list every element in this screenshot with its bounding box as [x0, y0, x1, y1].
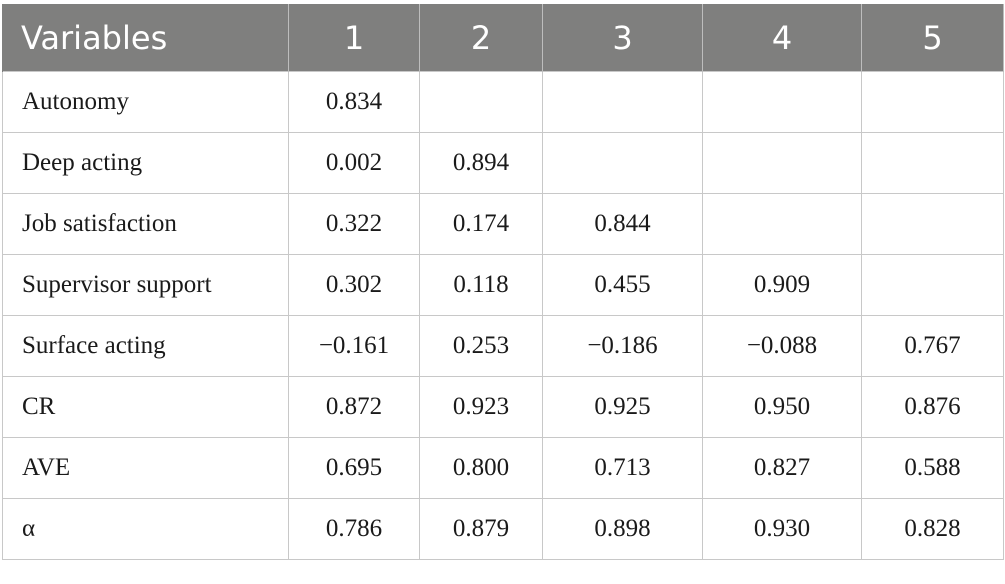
table-cell: 0.844: [542, 193, 703, 255]
table-cell: 0.800: [419, 437, 543, 499]
table-cell: 0.898: [542, 498, 703, 560]
table-row: Autonomy 0.834: [2, 71, 1004, 133]
table-cell: [861, 71, 1004, 133]
table-row: Job satisfaction 0.322 0.174 0.844: [2, 193, 1004, 255]
table-cell: 0.872: [288, 376, 420, 438]
table-cell: 0.925: [542, 376, 703, 438]
table-cell: 0.828: [861, 498, 1004, 560]
table-cell: 0.827: [702, 437, 862, 499]
table-cell: [542, 71, 703, 133]
table-cell: 0.302: [288, 254, 420, 316]
table-cell: 0.930: [702, 498, 862, 560]
table-cell: −0.161: [288, 315, 420, 377]
table-cell: 0.002: [288, 132, 420, 194]
table-row: CR 0.872 0.923 0.925 0.950 0.876: [2, 376, 1004, 438]
header-col-3: 3: [542, 4, 703, 72]
table-cell: 0.695: [288, 437, 420, 499]
table-cell: [861, 193, 1004, 255]
table-cell: [861, 254, 1004, 316]
table-cell: 0.767: [861, 315, 1004, 377]
table-row: Surface acting −0.161 0.253 −0.186 −0.08…: [2, 315, 1004, 377]
table-cell: [419, 71, 543, 133]
row-label: Job satisfaction: [2, 193, 289, 255]
table-cell: 0.894: [419, 132, 543, 194]
table-row: AVE 0.695 0.800 0.713 0.827 0.588: [2, 437, 1004, 499]
table-cell: 0.786: [288, 498, 420, 560]
row-label: α: [2, 498, 289, 560]
table-cell: [861, 132, 1004, 194]
row-label: Deep acting: [2, 132, 289, 194]
row-label: CR: [2, 376, 289, 438]
header-col-4: 4: [702, 4, 862, 72]
row-label: Supervisor support: [2, 254, 289, 316]
table-cell: 0.879: [419, 498, 543, 560]
table-cell: 0.909: [702, 254, 862, 316]
table-cell: −0.186: [542, 315, 703, 377]
correlation-table: Variables 1 2 3 4 5 Autonomy 0.834 Deep …: [2, 4, 1004, 560]
table-row: α 0.786 0.879 0.898 0.930 0.828: [2, 498, 1004, 560]
table-cell: 0.713: [542, 437, 703, 499]
table-cell: 0.253: [419, 315, 543, 377]
table-cell: [542, 132, 703, 194]
table-cell: [702, 71, 862, 133]
header-col-5: 5: [861, 4, 1004, 72]
table-row: Supervisor support 0.302 0.118 0.455 0.9…: [2, 254, 1004, 316]
table-cell: 0.834: [288, 71, 420, 133]
table-cell: 0.950: [702, 376, 862, 438]
table-cell: 0.588: [861, 437, 1004, 499]
table-cell: 0.876: [861, 376, 1004, 438]
row-label: Surface acting: [2, 315, 289, 377]
table-cell: 0.174: [419, 193, 543, 255]
table-cell: 0.923: [419, 376, 543, 438]
table-cell: 0.118: [419, 254, 543, 316]
table-cell: 0.322: [288, 193, 420, 255]
header-row: Variables 1 2 3 4 5: [2, 4, 1004, 72]
table-cell: [702, 132, 862, 194]
header-col-2: 2: [419, 4, 543, 72]
table-cell: [702, 193, 862, 255]
header-col-1: 1: [288, 4, 420, 72]
row-label: Autonomy: [2, 71, 289, 133]
table-cell: −0.088: [702, 315, 862, 377]
table-cell: 0.455: [542, 254, 703, 316]
table-row: Deep acting 0.002 0.894: [2, 132, 1004, 194]
header-variables: Variables: [2, 4, 289, 72]
row-label: AVE: [2, 437, 289, 499]
